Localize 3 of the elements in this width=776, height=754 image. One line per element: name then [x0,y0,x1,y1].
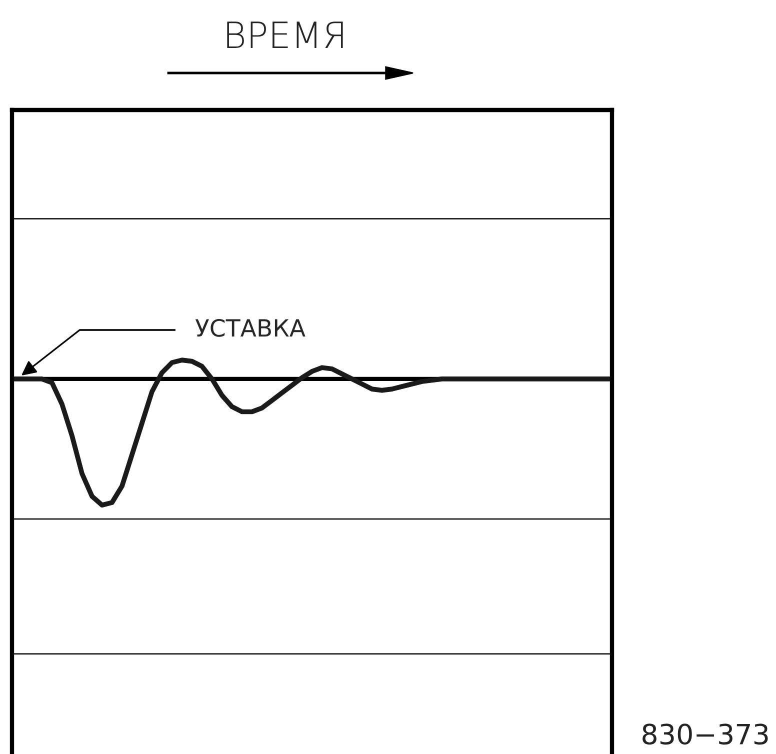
text: ВРЕМЯ [227,22,343,48]
text: 830−373 [642,724,768,745]
ref-line-label: УСТАВКА [195,318,306,337]
